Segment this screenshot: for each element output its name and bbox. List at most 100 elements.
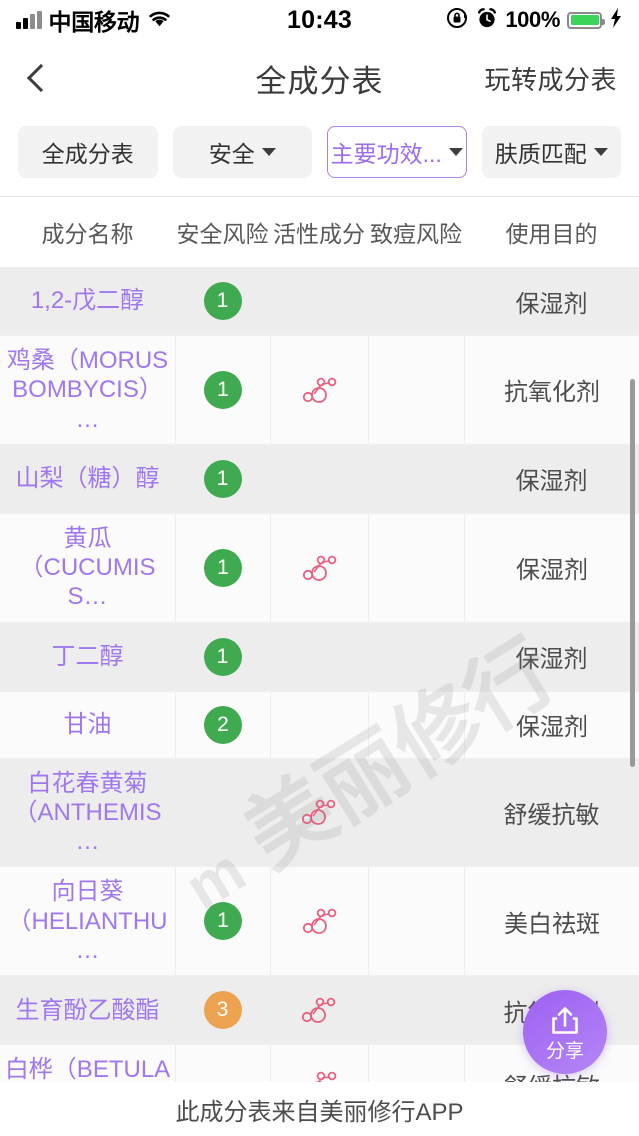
ingredient-name-label: 1,2-戊二醇 [30,287,145,315]
wifi-icon [146,8,173,33]
filter-chip-all[interactable]: 全成分表 [18,126,158,178]
ingredient-name-label: 鸡桑（MORUS BOMBYCIS）… [6,347,169,433]
cell-purpose: 保湿剂 [464,267,639,335]
cell-active-ingredient [270,336,368,444]
safety-risk-badge: 1 [203,637,242,676]
chevron-down-icon [448,148,463,156]
safety-risk-badge: 1 [204,370,242,409]
safety-risk-badge: 1 [204,902,242,941]
cell-active-ingredient [270,267,368,335]
ingredient-table: 成分名称 安全风险 活性成分 致痘风险 使用目的 1,2-戊二醇 1 保湿剂 鸡桑（M… [0,197,639,1133]
purpose-label: 舒缓抗敏 [503,801,600,829]
cell-acne-risk [368,759,464,867]
molecule-icon [302,555,336,581]
cell-acne-risk [368,513,464,622]
ingredient-name-label: 甘油 [63,710,112,738]
safety-risk-badge: 1 [203,459,242,498]
purpose-label: 保湿剂 [516,714,588,742]
cell-ingredient-name[interactable]: 向日葵（HELIANTHU… [0,867,175,975]
cell-ingredient-name[interactable]: 1,2-戊二醇 [0,267,175,335]
molecule-icon [301,800,336,826]
molecule-icon [302,377,336,403]
ingredient-name-label: 丁二醇 [51,642,124,670]
safety-risk-badge: 1 [203,282,242,320]
cell-ingredient-name[interactable]: 白花春黄菊（ANTHEMIS… [0,759,175,867]
signal-bars-icon [16,10,42,29]
cell-safety-risk: 1 [175,445,270,513]
table-row[interactable]: 黄瓜（CUCUMIS S… 1 保湿剂 [0,512,639,623]
status-bar: 中国移动 10:43 [0,0,639,40]
header-acne-risk: 致痘风险 [370,221,462,247]
ingredient-name-label: 白花春黄菊（ANTHEMIS… [13,769,162,856]
nav-action-button[interactable]: 玩转成分表 [484,64,617,95]
status-bar-time: 10:43 [287,5,352,34]
cell-acne-risk [368,267,464,335]
molecule-icon [301,997,336,1024]
navigation-bar: 全成分表 玩转成分表 [0,40,639,116]
vertical-scrollbar[interactable] [630,379,635,767]
purpose-label: 保湿剂 [515,468,588,496]
cell-active-ingredient [270,759,368,867]
header-purpose: 使用目的 [505,221,598,247]
cell-safety-risk: 1 [175,867,270,976]
cell-safety-risk: 1 [175,336,270,444]
filter-chip-label: 安全 [208,141,255,167]
table-row[interactable]: 鸡桑（MORUS BOMBYCIS）… 1 抗氧化剂 [0,335,639,445]
cell-ingredient-name[interactable]: 甘油 [0,692,175,758]
ingredient-list[interactable]: 1,2-戊二醇 1 保湿剂 鸡桑（MORUS BOMBYCIS）… 1 抗氧化剂 山梨（糖）… [0,267,639,1133]
cell-active-ingredient [270,623,368,691]
cell-ingredient-name[interactable]: 黄瓜（CUCUMIS S… [0,514,175,622]
cell-purpose: 保湿剂 [464,623,639,691]
filter-chip-skin-match[interactable]: 肤质匹配 [481,126,621,178]
table-row[interactable]: 向日葵（HELIANTHU… 1 美白祛斑 [0,866,639,977]
battery-icon [567,11,605,29]
share-upload-icon [548,1004,582,1041]
cell-active-ingredient [270,445,368,513]
safety-risk-badge: 2 [204,705,242,744]
cell-safety-risk: 1 [175,267,270,335]
cell-purpose: 舒缓抗敏 [464,759,639,867]
table-header-row: 成分名称 安全风险 活性成分 致痘风险 使用目的 [0,197,639,267]
table-row[interactable]: 1,2-戊二醇 1 保湿剂 [0,267,639,335]
safety-risk-badge: 1 [204,548,242,587]
cell-acne-risk [368,976,464,1044]
alarm-clock-icon [476,7,498,34]
cell-active-ingredient [270,867,368,976]
chevron-down-icon [261,148,276,156]
cell-acne-risk [368,445,464,513]
purpose-label: 保湿剂 [515,646,588,674]
cell-ingredient-name[interactable]: 生育酚乙酸酯 [0,976,175,1044]
table-row[interactable]: 白花春黄菊（ANTHEMIS… 舒缓抗敏 [0,758,639,867]
charging-bolt-icon [609,7,623,34]
cell-ingredient-name[interactable]: 鸡桑（MORUS BOMBYCIS）… [0,336,175,444]
filter-chip-efficacy[interactable]: 主要功效... [327,126,467,178]
molecule-icon [302,908,336,935]
cell-safety-risk: 1 [175,513,270,622]
status-bar-right: 100% [446,6,623,34]
ingredient-name-label: 黄瓜（CUCUMIS S… [19,524,156,611]
status-bar-left: 中国移动 [16,3,173,37]
purpose-label: 保湿剂 [515,290,588,318]
cell-safety-risk: 3 [175,976,270,1044]
cell-ingredient-name[interactable]: 山梨（糖）醇 [0,445,175,513]
cell-ingredient-name[interactable]: 丁二醇 [0,623,175,691]
cell-acne-risk [368,867,464,976]
cell-purpose: 保湿剂 [464,691,639,758]
divider [0,196,639,197]
cell-purpose: 保湿剂 [464,513,639,622]
ingredient-name-label: 生育酚乙酸酯 [15,996,160,1024]
ingredient-name-label: 向日葵（HELIANTHU… [7,878,168,964]
cell-acne-risk [368,691,464,758]
purpose-label: 抗氧化剂 [504,379,600,407]
header-ingredient-name: 成分名称 [41,221,134,247]
share-button[interactable]: 分享 [523,990,607,1074]
filter-chip-safety[interactable]: 安全 [172,126,312,178]
cell-safety-risk: 2 [175,691,270,758]
ingredient-name-label: 山梨（糖）醇 [15,465,160,493]
table-row[interactable]: 丁二醇 1 保湿剂 [0,622,639,691]
chevron-down-icon [593,148,608,156]
table-row[interactable]: 山梨（糖）醇 1 保湿剂 [0,444,639,513]
table-row[interactable]: 甘油 2 保湿剂 [0,690,639,759]
cell-active-ingredient [270,691,368,758]
cell-acne-risk [368,623,464,691]
